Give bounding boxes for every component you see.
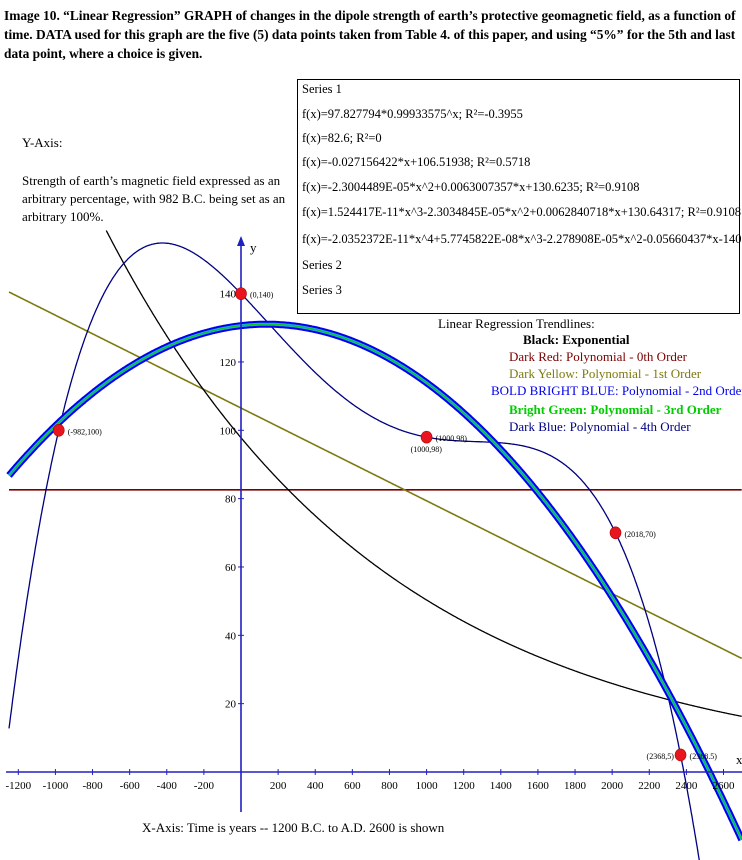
data-point-label: (2018,70) xyxy=(625,530,657,539)
y-axis-note-title: Y-Axis: xyxy=(22,135,63,150)
trendline-exponential xyxy=(105,230,742,717)
trendline-key-item-order1: Dark Yellow: Polynomial - 1st Order xyxy=(509,366,702,381)
y-axis-label: y xyxy=(250,240,257,255)
x-tick-label: 800 xyxy=(381,780,398,792)
x-tick-label: 1000 xyxy=(416,780,439,792)
x-tick-label: -400 xyxy=(157,780,178,792)
legend-equation-order1: f(x)=-0.027156422*x+106.51938; R²=0.5718 xyxy=(302,155,531,169)
x-tick-label: 2200 xyxy=(638,780,661,792)
data-point-label: (0,140) xyxy=(250,291,274,300)
data-point xyxy=(52,423,65,437)
y-tick-label: 80 xyxy=(225,494,237,506)
data-point-label: (2368.5) xyxy=(690,752,718,761)
trendline-key-title: Linear Regression Trendlines: xyxy=(438,316,595,331)
x-tick-label: -1000 xyxy=(43,780,69,792)
y-axis-note-description: Strength of earth’s magnetic field expre… xyxy=(22,173,286,224)
legend-series-2: Series 2 xyxy=(302,258,342,272)
y-tick-label: 140 xyxy=(220,289,237,301)
legend-equation-exponential: f(x)=97.827794*0.99933575^x; R²=-0.3955 xyxy=(302,107,523,121)
x-tick-label: 200 xyxy=(270,780,287,792)
y-tick-label: 60 xyxy=(225,562,237,574)
x-tick-label: 2600 xyxy=(713,780,736,792)
legend-equation-order2: f(x)=-2.3004489E-05*x^2+0.0063007357*x+1… xyxy=(302,180,640,194)
data-point-label: (1000,98) xyxy=(436,434,468,443)
x-tick-label: 2400 xyxy=(675,780,698,792)
legend-box: Series 1 Series 2 Series 3 f(x)=97.82779… xyxy=(297,79,742,314)
data-point-label-extra: (1000,98) xyxy=(411,445,443,454)
y-tick-label: 20 xyxy=(225,699,237,711)
trendline-key-item-order4: Dark Blue: Polynomial - 4th Order xyxy=(509,419,691,434)
x-tick-label: -200 xyxy=(194,780,215,792)
legend-equation-order0: f(x)=82.6; R²=0 xyxy=(302,131,382,145)
x-tick-label: -600 xyxy=(120,780,141,792)
x-tick-label: 400 xyxy=(307,780,324,792)
figure-caption: Image 10. “Linear Regression” GRAPH of c… xyxy=(4,8,736,61)
data-point xyxy=(420,430,433,444)
x-tick-label: 1800 xyxy=(564,780,587,792)
data-point xyxy=(674,748,687,762)
trendline-order3 xyxy=(8,323,742,840)
x-tick-label: 600 xyxy=(344,780,361,792)
trendline-order1 xyxy=(8,291,742,660)
x-tick-label: -800 xyxy=(82,780,103,792)
data-point xyxy=(235,287,247,300)
legend-series-1: Series 1 xyxy=(302,82,342,96)
legend-equation-order3: f(x)=1.524417E-11*x^3-2.3034845E-05*x^2+… xyxy=(302,205,742,219)
legend-series-3: Series 3 xyxy=(302,283,342,297)
x-tick-label: -1200 xyxy=(5,780,31,792)
data-point-label: (-982,100) xyxy=(68,427,102,436)
y-tick-label: 120 xyxy=(220,357,237,369)
trendline-order4 xyxy=(8,242,700,860)
y-axis-arrow xyxy=(237,236,245,246)
data-point-label-extra: (2368,5) xyxy=(647,752,675,761)
x-tick-label: 1400 xyxy=(490,780,513,792)
axes-layer: x y -1200 -1000 -800 -600 -400 -200 200 400 600 800… xyxy=(5,236,742,812)
x-tick-label: 2000 xyxy=(601,780,624,792)
x-axis-note: X-Axis: Time is years -- 1200 B.C. to A.… xyxy=(142,820,445,835)
trendline-key-item-order2: BOLD BRIGHT BLUE: Polynomial - 2nd Order xyxy=(491,383,742,398)
x-tick-label: 1200 xyxy=(453,780,476,792)
trendline-key-item-order3: Bright Green: Polynomial - 3rd Order xyxy=(509,402,722,417)
trendline-key-item-order0: Dark Red: Polynomial - 0th Order xyxy=(509,349,687,364)
x-axis-label: x xyxy=(736,752,742,767)
y-tick-label: 100 xyxy=(220,425,237,437)
trendline-layer xyxy=(6,230,742,860)
x-tick-label: 1600 xyxy=(527,780,550,792)
trendline-key-item-exponential: Black: Exponential xyxy=(523,332,630,347)
data-point xyxy=(609,526,622,540)
y-tick-label: 40 xyxy=(225,630,237,642)
legend-equation-order4: f(x)=-2.0352372E-11*x^4+5.7745822E-08*x^… xyxy=(302,232,742,246)
